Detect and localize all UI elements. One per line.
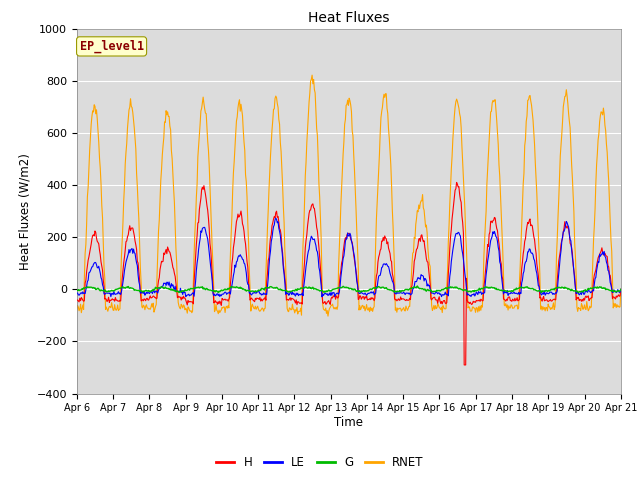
Title: Heat Fluxes: Heat Fluxes [308,11,390,25]
Text: EP_level1: EP_level1 [79,40,143,53]
X-axis label: Time: Time [334,416,364,429]
Legend: H, LE, G, RNET: H, LE, G, RNET [212,452,428,474]
Y-axis label: Heat Fluxes (W/m2): Heat Fluxes (W/m2) [18,153,31,270]
